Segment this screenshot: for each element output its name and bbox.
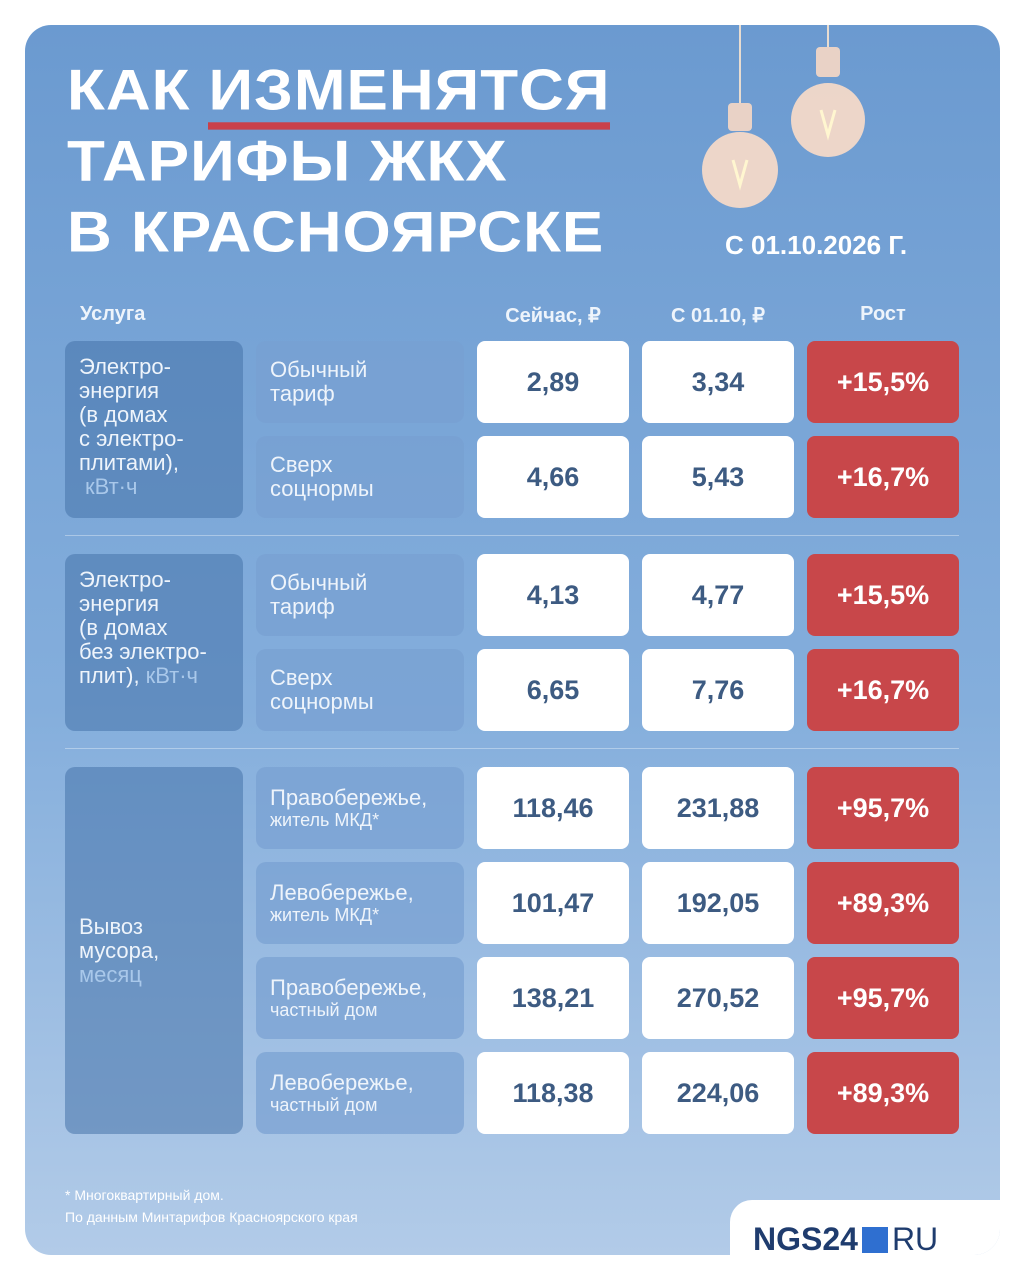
title-line: КАК ИЗМЕНЯТСЯ [67, 58, 611, 130]
row-name: Сверх соцнормы [270, 452, 374, 501]
service-line: плитами),кВт·ч [79, 450, 179, 499]
title-word: ИЗМЕНЯТСЯ [208, 58, 611, 130]
new-value: 7,76 [642, 649, 794, 731]
service-line: (в домах [79, 615, 168, 640]
current-value: 4,66 [477, 436, 629, 518]
current-value: 6,65 [477, 649, 629, 731]
service-line: Вывоз [79, 913, 144, 939]
service-line: энергия [79, 591, 160, 616]
row-detail: житель МКД* [270, 810, 380, 830]
service-line: Электро- [79, 354, 171, 379]
new-value: 270,52 [642, 957, 794, 1039]
row-name: Обычный тариф [270, 570, 368, 619]
current-value: 138,21 [477, 957, 629, 1039]
title-word: В КРАСНОЯРСКЕ [67, 200, 605, 265]
lightbulbs [702, 25, 865, 208]
service-line: с электро- [79, 426, 184, 451]
growth-value: +89,3% [807, 862, 959, 944]
row-label: Сверх соцнормы [256, 649, 464, 731]
title-word: КАК [67, 58, 191, 123]
new-value: 5,43 [642, 436, 794, 518]
current-value: 118,46 [477, 767, 629, 849]
new-value: 3,34 [642, 341, 794, 423]
column-header: С 01.10, ₽ [671, 305, 765, 327]
current-value: 4,13 [477, 554, 629, 636]
row-detail: частный дом [270, 1000, 378, 1020]
row-name: Правобережье, [270, 785, 428, 810]
separator [65, 748, 959, 749]
service-line: энергия [79, 378, 160, 403]
growth-value: +16,7% [807, 436, 959, 518]
card: С 01.10.2026 Г. * Многоквартирный дом. П… [25, 25, 1000, 1255]
service-line: (в домах [79, 402, 168, 427]
service-text: Электро-энергия (в домах с электро-плитами… [79, 355, 229, 499]
column-header: Рост [860, 303, 906, 325]
row-name: Левобережье, [270, 880, 414, 905]
row-detail: житель МКД* [270, 905, 380, 925]
logo-square [861, 1226, 888, 1253]
growth-value: +15,5% [807, 341, 959, 423]
logo: NGS24 RU [753, 1221, 938, 1255]
separator [65, 535, 959, 536]
service-line: Электро- [79, 567, 171, 592]
growth-value: +95,7% [807, 767, 959, 849]
service-line: без электро- [79, 639, 207, 664]
row-detail: частный дом [270, 1095, 378, 1115]
service-unit: кВт·ч [145, 663, 198, 688]
service-unit: месяц [79, 961, 142, 987]
current-value: 101,47 [477, 862, 629, 944]
row-name: Левобережье, [270, 1070, 414, 1095]
row-label: Сверх соцнормы [256, 436, 464, 518]
service-line: плит), кВт·ч [79, 663, 198, 688]
row-label: Обычный тариф [256, 554, 464, 636]
growth-value: +15,5% [807, 554, 959, 636]
service-text: Электро-энергия (в домах без электро-плит)… [79, 568, 229, 688]
footnote: * Многоквартирный дом. [65, 1187, 224, 1203]
new-value: 224,06 [642, 1052, 794, 1134]
logo-text: RU [891, 1221, 939, 1255]
new-value: 192,05 [642, 862, 794, 944]
column-header: Сейчас, ₽ [505, 305, 601, 327]
growth-value: +95,7% [807, 957, 959, 1039]
column-header: Услуга [80, 303, 146, 325]
row-name: Правобережье, [270, 975, 428, 1000]
row-label: Правобережье, житель МКД* [256, 767, 464, 849]
row-name: Сверх соцнормы [270, 665, 374, 714]
service-cell: Электро-энергия (в домах без электро-плит)… [65, 554, 243, 731]
growth-value: +16,7% [807, 649, 959, 731]
row-label: Обычный тариф [256, 341, 464, 423]
service-line: мусора, [79, 937, 160, 963]
current-value: 2,89 [477, 341, 629, 423]
growth-value: +89,3% [807, 1052, 959, 1134]
row-name: Обычный тариф [270, 357, 368, 406]
row-label: Правобережье, частный дом [256, 957, 464, 1039]
row-label: Левобережье, житель МКД* [256, 862, 464, 944]
new-value: 231,88 [642, 767, 794, 849]
row-label: Левобережье, частный дом [256, 1052, 464, 1134]
service-cell: Вывоз мусора, месяц [65, 767, 243, 1134]
service-unit: кВт·ч [85, 474, 138, 499]
source: По данным Минтарифов Красноярского края [65, 1209, 358, 1225]
service-text: Вывоз мусора, месяц [79, 913, 229, 987]
title-word: ТАРИФЫ ЖКХ [67, 129, 508, 194]
new-value: 4,77 [642, 554, 794, 636]
date: С 01.10.2026 Г. [725, 230, 908, 260]
logo-text: NGS24 [753, 1221, 858, 1255]
current-value: 118,38 [477, 1052, 629, 1134]
service-cell: Электро-энергия (в домах с электро-плитами… [65, 341, 243, 518]
title-line: ТАРИФЫ ЖКХ [67, 133, 508, 190]
title-line: В КРАСНОЯРСКЕ [67, 204, 604, 261]
